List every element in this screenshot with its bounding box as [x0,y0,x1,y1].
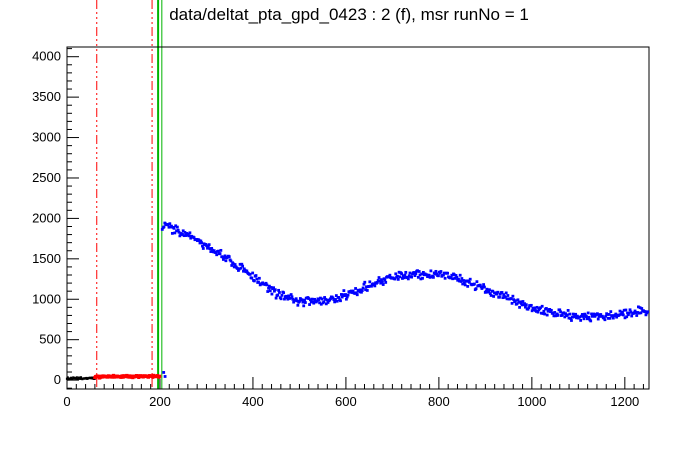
x-tick-label: 200 [149,394,171,409]
y-tick-label: 2500 [32,170,61,185]
y-tick-label: 4000 [32,49,61,64]
plot-frame [66,46,650,390]
x-tick-label: 400 [242,394,264,409]
series-background-window-counts [93,373,162,380]
y-tick-label: 1000 [32,291,61,306]
y-tick-label: 0 [54,372,61,387]
x-tick-label: 600 [335,394,357,409]
plot-title: data/deltat_pta_gpd_0423 : 2 (f), msr ru… [169,5,529,24]
y-tick-label: 2000 [32,210,61,225]
x-axis: 0 200 400 600 800 1000 1200 [63,377,644,409]
y-axis: 0 500 1000 1500 2000 2500 3000 3500 4000 [32,48,79,389]
y-tick-label: 3000 [32,130,61,145]
marker-lines [96,0,163,389]
series-pre-t0-counts [65,376,96,381]
x-tick-label: 1000 [517,394,546,409]
x-tick-label: 800 [428,394,450,409]
y-tick-label: 1500 [32,251,61,266]
y-tick-label: 500 [39,332,61,347]
x-tick-label: 1200 [610,394,639,409]
series-decay-histogram [160,221,650,378]
y-tick-label: 3500 [32,89,61,104]
x-tick-label: 0 [63,394,70,409]
